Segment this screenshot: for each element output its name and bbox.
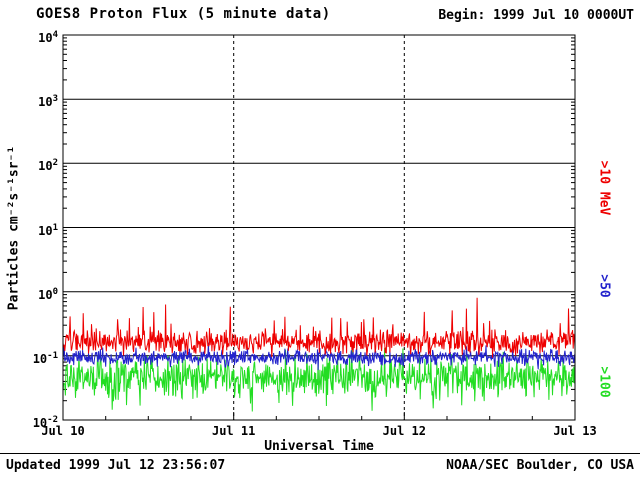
x-tick-label: Jul 13 xyxy=(553,424,597,438)
y-tick-label: 10-1 xyxy=(32,350,58,366)
y-tick-label: 102 xyxy=(38,158,58,174)
series-label-gt50: >50 xyxy=(596,274,612,298)
y-tick-label: 100 xyxy=(38,286,58,302)
x-tick-label: Jul 10 xyxy=(41,424,85,438)
begin-time-label: Begin: 1999 Jul 10 0000UT xyxy=(438,8,634,23)
y-tick-label: 101 xyxy=(38,222,58,238)
plot-frame xyxy=(62,34,576,421)
x-tick-label: Jul 12 xyxy=(382,424,427,438)
y-tick-label: 10-2 xyxy=(32,415,58,430)
series-label-gt10mev: >10 MeV xyxy=(596,160,612,216)
y-tick-label: 104 xyxy=(38,30,58,45)
series-line-2 xyxy=(62,347,576,412)
source-credit: NOAA/SEC Boulder, CO USA xyxy=(446,458,634,473)
series-label-gt100: >100 xyxy=(596,366,612,398)
y-tick-label: 103 xyxy=(38,94,58,110)
series-line-1 xyxy=(62,342,576,371)
updated-timestamp: Updated 1999 Jul 12 23:56:07 xyxy=(6,458,226,473)
chart-title: GOES8 Proton Flux (5 minute data) xyxy=(36,6,331,22)
x-axis-title: Universal Time xyxy=(264,439,374,454)
x-tick-label: Jul 11 xyxy=(211,424,256,438)
series-line-0 xyxy=(62,297,576,358)
footer-divider xyxy=(0,453,640,454)
